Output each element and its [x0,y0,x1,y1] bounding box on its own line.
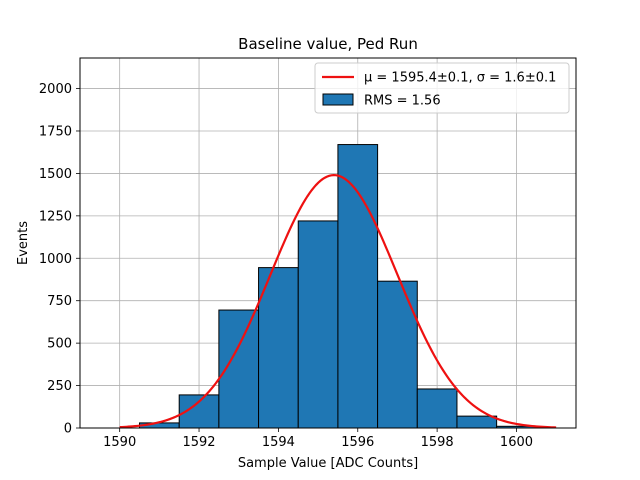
legend-histogram-swatch [322,93,354,106]
legend-box [314,62,570,114]
histogram-bar [297,220,339,429]
histogram-bar [416,388,458,429]
y-tick-label: 1500 [39,167,72,182]
x-tick-label: 1594 [262,435,295,450]
y-tick-label: 1250 [39,209,72,224]
legend-histogram-label: RMS = 1.56 [364,94,441,109]
y-axis-ticks: 0 250 500 750 1000 1250 1500 1750 2000 [39,82,80,437]
y-tick-label: 750 [47,294,72,309]
x-tick-label: 1598 [421,435,454,450]
plot-frame [79,57,577,429]
chart-title: Baseline value, Ped Run [238,35,418,53]
x-axis-label: Sample Value [ADC Counts] [238,456,418,471]
gaussian-fit-curve [119,174,557,429]
y-tick-label: 1750 [39,124,72,139]
histogram-bars [139,144,537,429]
x-tick-label: 1596 [341,435,374,450]
x-tick-label: 1590 [103,435,136,450]
y-tick-label: 1000 [39,252,72,267]
grid-lines [80,58,576,429]
histogram-bar [337,144,379,429]
y-axis-label: Events [16,221,31,265]
x-tick-label: 1600 [500,435,533,450]
y-tick-label: 250 [47,379,72,394]
x-axis-ticks: 1590 1592 1594 1596 1598 1600 [103,428,533,450]
legend: μ = 1595.4±0.1, σ = 1.6±0.1 RMS = 1.56 [314,62,570,114]
histogram-bar [377,280,418,429]
legend-fit-label: μ = 1595.4±0.1, σ = 1.6±0.1 [364,71,556,86]
y-tick-label: 0 [64,422,72,437]
y-tick-label: 500 [47,337,72,352]
histogram-bar [456,415,498,429]
x-tick-label: 1592 [182,435,215,450]
y-tick-label: 2000 [39,82,72,97]
